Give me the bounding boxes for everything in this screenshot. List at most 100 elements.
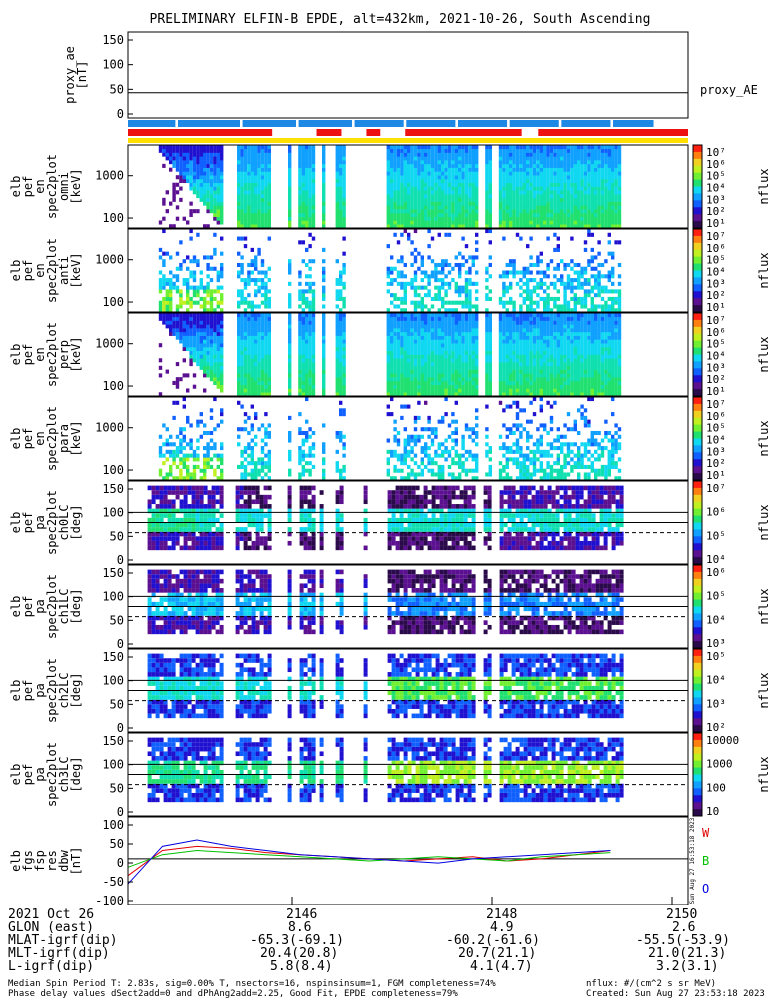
spectrogram-cell xyxy=(413,216,418,221)
spectrogram-cell xyxy=(192,255,197,260)
spectrogram-cell xyxy=(254,316,258,321)
spectrogram-cell xyxy=(420,262,424,268)
spectrogram-cell xyxy=(420,369,424,374)
spectrogram-cell xyxy=(458,167,462,172)
spectrogram-cell xyxy=(396,365,401,370)
spectrogram-cell xyxy=(420,190,424,195)
spectrogram-cell xyxy=(556,247,560,252)
spectrogram-cell xyxy=(577,313,581,318)
spectrogram-cell xyxy=(600,152,605,157)
spectrogram-cell xyxy=(607,212,611,217)
spectrogram-cell xyxy=(243,148,248,153)
spectrogram-cell xyxy=(206,194,210,199)
spectrogram-cell xyxy=(386,182,390,187)
spectrogram-cell xyxy=(461,362,465,367)
spectrogram-cell xyxy=(342,266,346,271)
spectrogram-cell xyxy=(342,220,346,225)
spectrogram-cell xyxy=(604,212,608,217)
spectrogram-cell xyxy=(560,365,564,370)
spectrogram-cell xyxy=(529,220,533,225)
spectrogram-cell xyxy=(172,281,176,286)
spectrogram-cell xyxy=(451,316,455,321)
spectrogram-cell xyxy=(264,328,268,333)
spectrogram-cell xyxy=(417,209,421,214)
spectrogram-cell xyxy=(407,358,411,363)
spectrogram-cell xyxy=(264,194,268,199)
status-bar-blue xyxy=(128,120,176,127)
spectrogram-cell xyxy=(464,316,469,321)
spectrogram-cell xyxy=(175,251,180,256)
spectrogram-cell xyxy=(311,152,316,157)
spectrogram-cell xyxy=(192,274,197,279)
spectrogram-cell xyxy=(247,354,251,359)
spectrogram-cell xyxy=(199,167,203,172)
spectrogram-cell xyxy=(597,197,601,202)
spectrogram-cell xyxy=(158,220,163,225)
spectrogram-cell xyxy=(247,220,251,225)
spectrogram-cell xyxy=(192,328,197,333)
spectrogram-cell xyxy=(532,167,537,172)
spectrogram-cell xyxy=(583,365,588,370)
spectrogram-cell xyxy=(583,300,588,305)
spectrogram-cell xyxy=(206,324,210,329)
spectrogram-cell xyxy=(464,182,469,187)
spectrogram-cell xyxy=(410,278,414,283)
spectrogram-cell xyxy=(240,313,244,318)
spectrogram-cell xyxy=(393,201,397,206)
spectrogram-cell xyxy=(179,304,183,309)
spectrogram-cell xyxy=(539,388,543,393)
spectrogram-cell xyxy=(447,262,452,268)
spectrogram-cell xyxy=(301,224,305,229)
spectrogram-cell xyxy=(583,331,588,336)
spectrogram-cell xyxy=(189,209,193,214)
spectrogram-cell xyxy=(577,186,581,191)
spectrogram-cell xyxy=(556,384,560,389)
spectrogram-cell xyxy=(172,194,176,199)
spectrogram-cell xyxy=(587,380,591,385)
spectrogram-cell xyxy=(311,281,316,286)
spectrogram-cell xyxy=(247,331,251,336)
spectrogram-cell xyxy=(413,358,418,363)
spectrogram-cell xyxy=(189,316,193,321)
spectrogram-cell xyxy=(515,339,520,344)
spectrogram-cell xyxy=(186,178,190,184)
spectrogram-cell xyxy=(301,388,305,393)
spectrogram-cell xyxy=(322,388,326,393)
spectrogram-cell xyxy=(515,224,520,229)
spectrogram-cell xyxy=(192,186,197,191)
spectrogram-cell xyxy=(458,212,462,217)
spectrogram-cell xyxy=(549,380,554,385)
spectrogram-cell xyxy=(213,247,217,252)
spectrogram-cell xyxy=(243,339,248,344)
spectrogram-cell xyxy=(614,178,618,184)
spectrogram-cell xyxy=(396,377,401,382)
spectrogram-cell xyxy=(468,224,472,229)
spectrogram-cell xyxy=(220,160,224,165)
spectrogram-cell xyxy=(600,343,605,348)
spectrogram-cell xyxy=(526,324,530,329)
spectrogram-cell xyxy=(216,384,220,389)
spectrogram-cell xyxy=(566,362,571,367)
spectrogram-cell xyxy=(267,160,271,165)
spectrogram-cell xyxy=(594,320,598,325)
spectrogram-cell xyxy=(209,320,214,325)
spectrogram-cell xyxy=(400,171,404,176)
spectrogram-cell xyxy=(342,362,346,367)
spectrogram-cell xyxy=(444,331,448,336)
spectrogram-cell xyxy=(604,285,608,290)
spectrogram-cell xyxy=(560,373,564,378)
spectrogram-cell xyxy=(597,365,601,370)
spectrogram-cell xyxy=(247,281,251,286)
spectrogram-cell xyxy=(322,152,326,157)
spectrogram-cell xyxy=(546,304,550,309)
spectrogram-cell xyxy=(206,178,210,184)
spectrogram-cell xyxy=(556,262,560,268)
spectrogram-cell xyxy=(583,167,588,172)
spectrogram-cell xyxy=(339,175,343,180)
spectrogram-cell xyxy=(549,335,554,340)
spectrogram-cell xyxy=(165,324,169,329)
spectrogram-cell xyxy=(216,205,220,210)
spectrogram-cell xyxy=(240,186,244,191)
spectrogram-cell xyxy=(587,216,591,221)
spectrogram-cell xyxy=(396,320,401,325)
